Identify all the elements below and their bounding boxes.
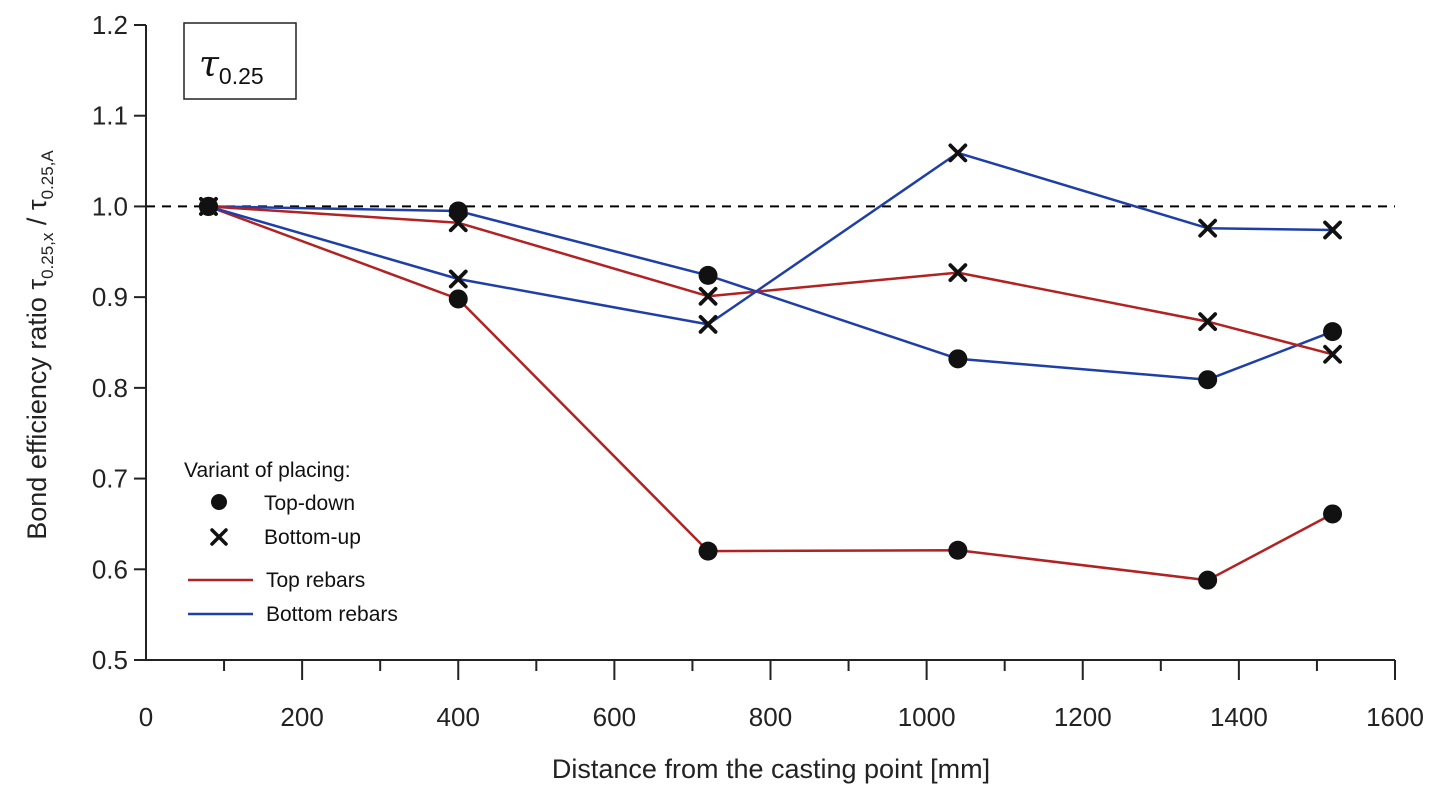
annotation-label: τ0.25 <box>199 44 264 89</box>
x-ticks: 0 200 400 600 800 1000 1200 1400 1600 <box>139 660 1424 732</box>
data-point-x <box>1323 344 1342 364</box>
data-point-x <box>948 263 968 283</box>
y-axis-title: Bond efficiency ratio τ0.25,x / τ0.25,A <box>22 150 57 540</box>
legend-title: Variant of placing: <box>184 459 351 482</box>
annotation-sub: 0.25 <box>219 63 264 89</box>
data-point-x <box>698 286 718 306</box>
x-tick-label: 0 <box>139 702 153 732</box>
legend-circle-marker <box>211 494 227 510</box>
x-tick-label: 1200 <box>1054 702 1112 732</box>
axes <box>145 25 1395 661</box>
series-line-3 <box>208 151 1333 326</box>
series-line-1 <box>208 205 1333 381</box>
annotation-box: τ0.25 <box>183 22 297 100</box>
legend-top-rebars: Top rebars <box>266 569 365 592</box>
y-tick-label: 1.1 <box>92 101 128 131</box>
data-point-x <box>199 197 218 216</box>
y-tick-label: 1.0 <box>92 191 128 221</box>
y-axis-title-den-sub: 0.25,A <box>38 150 57 200</box>
data-point-x <box>948 143 968 163</box>
y-tick-label: 0.6 <box>92 554 128 584</box>
x-tick-label: 400 <box>437 702 480 732</box>
series-markers <box>198 143 1343 590</box>
data-point-circle <box>1198 370 1218 390</box>
x-tick-label: 600 <box>593 702 636 732</box>
x-tick-label: 1600 <box>1366 702 1424 732</box>
data-point-circle <box>1323 504 1343 524</box>
y-ticks: 0.5 0.6 0.7 0.8 0.9 1.0 1.1 1.2 <box>92 10 146 675</box>
series-lines <box>207 151 1334 582</box>
data-point-x <box>448 269 468 289</box>
x-tick-label: 1000 <box>898 702 956 732</box>
x-tick-label: 800 <box>749 702 792 732</box>
data-point-x <box>448 213 468 233</box>
series-line-2 <box>208 205 1333 356</box>
data-point-circle <box>948 349 968 369</box>
y-axis-title-num-sub: 0.25,x <box>38 232 57 279</box>
x-tick-label: 200 <box>280 702 323 732</box>
y-tick-label: 0.8 <box>92 373 128 403</box>
y-tick-label: 0.5 <box>92 645 128 675</box>
y-axis-title-sep: / <box>22 210 52 233</box>
y-axis-title-den: τ <box>22 199 52 210</box>
y-axis-title-num: τ <box>22 279 52 290</box>
data-point-x <box>1198 312 1218 332</box>
data-point-circle <box>948 540 968 560</box>
data-point-circle <box>1198 570 1218 590</box>
series-line-0 <box>207 205 1334 582</box>
legend-bottom-rebars: Bottom rebars <box>266 603 398 626</box>
y-axis-title-main: Bond efficiency ratio <box>22 290 52 540</box>
y-tick-label: 0.7 <box>92 464 128 494</box>
data-point-circle <box>698 265 718 285</box>
x-tick-label: 1400 <box>1210 702 1268 732</box>
annotation-main: τ <box>199 44 220 85</box>
legend-bottom-up: Bottom-up <box>264 526 361 549</box>
data-point-circle <box>448 289 468 309</box>
legend: Variant of placing: Top-down Bottom-up T… <box>184 459 398 626</box>
data-point-x <box>1323 220 1342 240</box>
legend-top-down: Top-down <box>264 492 355 515</box>
data-point-circle <box>698 541 718 561</box>
y-tick-label: 1.2 <box>92 10 128 40</box>
x-axis-title: Distance from the casting point [mm] <box>552 754 990 784</box>
annotation-frame <box>183 22 297 100</box>
legend-x-marker <box>210 528 228 546</box>
data-point-x <box>1198 218 1218 238</box>
y-tick-label: 0.9 <box>92 282 128 312</box>
data-point-x <box>698 314 718 334</box>
data-point-circle <box>1323 322 1343 342</box>
